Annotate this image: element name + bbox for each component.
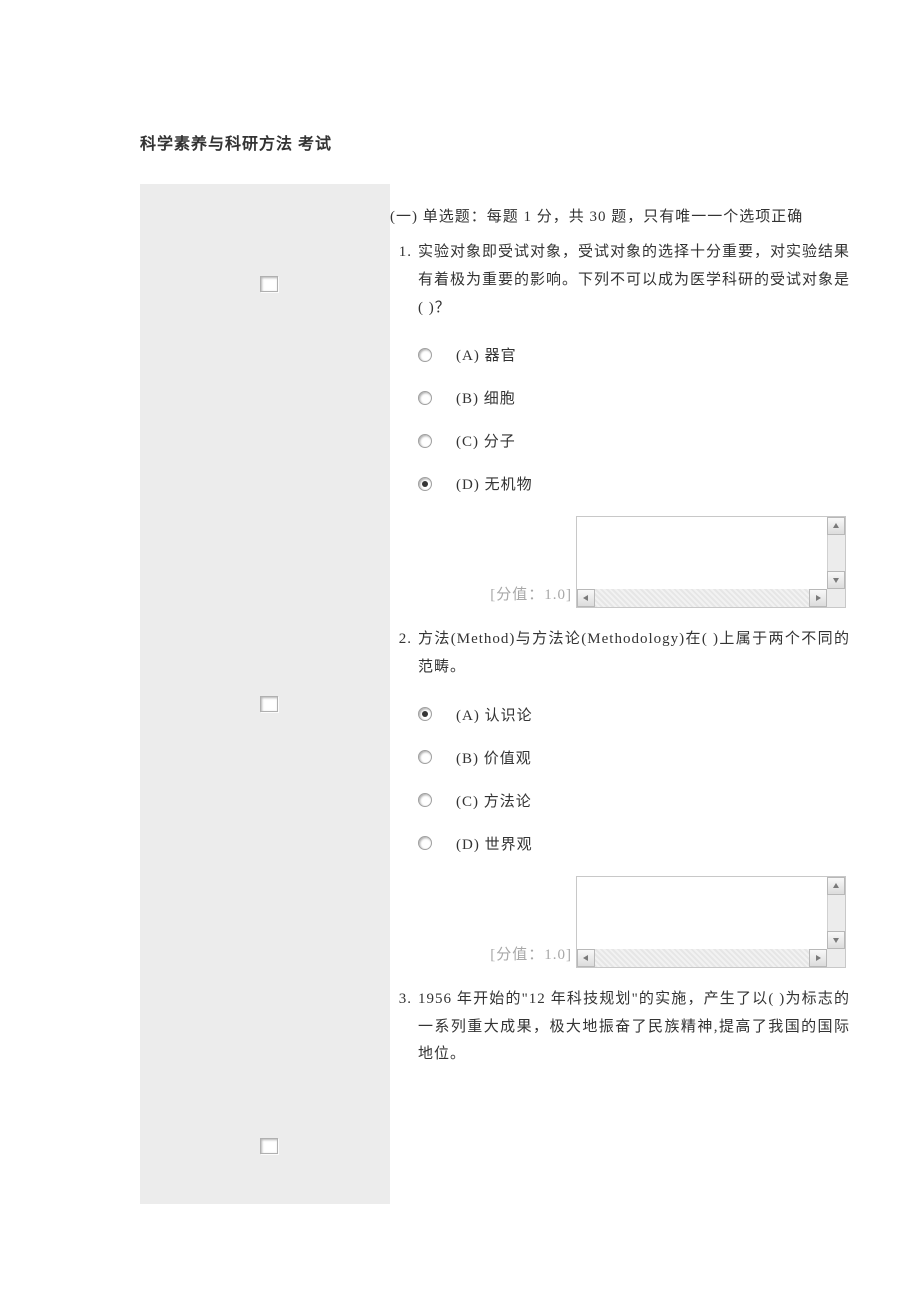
radio-button[interactable] [418, 707, 432, 721]
mark-checkbox[interactable] [260, 276, 278, 292]
scroll-right-button[interactable] [809, 589, 827, 607]
options-group: (A) 认识论 (B) 价值观 (C) 方法论 (D) 世界观 [418, 704, 850, 854]
radio-button[interactable] [418, 348, 432, 362]
scroll-up-button[interactable] [827, 877, 845, 895]
score-label: [分值：1.0] [490, 943, 572, 968]
radio-button[interactable] [418, 477, 432, 491]
radio-button[interactable] [418, 793, 432, 807]
score-area: [分值：1.0] [390, 876, 850, 968]
option-label: (D) 世界观 [456, 833, 533, 854]
option-row[interactable]: (D) 无机物 [418, 473, 850, 494]
scroll-up-button[interactable] [827, 517, 845, 535]
mark-checkbox[interactable] [260, 1138, 278, 1154]
option-row[interactable]: (A) 认识论 [418, 704, 850, 725]
scroll-right-button[interactable] [809, 949, 827, 967]
option-row[interactable]: (B) 价值观 [418, 747, 850, 768]
questions-list: 1.实验对象即受试对象，受试对象的选择十分重要，对实验结果有着极为重要的影响。下… [390, 239, 850, 1069]
question-block: 1.实验对象即受试对象，受试对象的选择十分重要，对实验结果有着极为重要的影响。下… [390, 239, 850, 608]
answer-textarea[interactable] [576, 876, 846, 968]
option-row[interactable]: (C) 分子 [418, 430, 850, 451]
question-text: 实验对象即受试对象，受试对象的选择十分重要，对实验结果有着极为重要的影响。下列不… [418, 239, 850, 322]
score-area: [分值：1.0] [390, 516, 850, 608]
question-row: 1.实验对象即受试对象，受试对象的选择十分重要，对实验结果有着极为重要的影响。下… [390, 239, 850, 322]
question-number: 2. [390, 626, 418, 654]
option-row[interactable]: (C) 方法论 [418, 790, 850, 811]
option-label: (A) 器官 [456, 344, 517, 365]
content-area: (一) 单选题：每题 1 分，共 30 题，只有唯一一个选项正确 1.实验对象即… [390, 184, 860, 1204]
scroll-left-button[interactable] [577, 949, 595, 967]
option-row[interactable]: (D) 世界观 [418, 833, 850, 854]
scroll-left-button[interactable] [577, 589, 595, 607]
question-text: 1956 年开始的"12 年科技规划"的实施，产生了以( )为标志的一系列重大成… [418, 986, 850, 1069]
options-group: (A) 器官 (B) 细胞 (C) 分子 (D) 无机物 [418, 344, 850, 494]
option-label: (C) 分子 [456, 430, 516, 451]
question-number: 3. [390, 986, 418, 1014]
scroll-corner [827, 589, 845, 607]
option-label: (C) 方法论 [456, 790, 532, 811]
answer-textarea[interactable] [576, 516, 846, 608]
option-label: (B) 细胞 [456, 387, 516, 408]
score-label: [分值：1.0] [490, 583, 572, 608]
radio-button[interactable] [418, 391, 432, 405]
option-label: (D) 无机物 [456, 473, 533, 494]
hscroll-track [577, 589, 845, 607]
option-row[interactable]: (B) 细胞 [418, 387, 850, 408]
sidebar [140, 184, 390, 1204]
option-label: (A) 认识论 [456, 704, 533, 725]
question-text: 方法(Method)与方法论(Methodology)在( )上属于两个不同的范… [418, 626, 850, 682]
radio-button[interactable] [418, 750, 432, 764]
question-block: 3.1956 年开始的"12 年科技规划"的实施，产生了以( )为标志的一系列重… [390, 986, 850, 1069]
page-title: 科学素养与科研方法 考试 [140, 130, 860, 154]
radio-button[interactable] [418, 434, 432, 448]
option-row[interactable]: (A) 器官 [418, 344, 850, 365]
question-number: 1. [390, 239, 418, 267]
exam-container: (一) 单选题：每题 1 分，共 30 题，只有唯一一个选项正确 1.实验对象即… [140, 184, 860, 1204]
section-header: (一) 单选题：每题 1 分，共 30 题，只有唯一一个选项正确 [390, 204, 850, 231]
question-row: 2.方法(Method)与方法论(Methodology)在( )上属于两个不同… [390, 626, 850, 682]
option-label: (B) 价值观 [456, 747, 532, 768]
scroll-down-button[interactable] [827, 931, 845, 949]
hscroll-track [577, 949, 845, 967]
question-block: 2.方法(Method)与方法论(Methodology)在( )上属于两个不同… [390, 626, 850, 968]
scroll-down-button[interactable] [827, 571, 845, 589]
page: 科学素养与科研方法 考试 (一) 单选题：每题 1 分，共 30 题，只有唯一一… [0, 0, 920, 1264]
question-row: 3.1956 年开始的"12 年科技规划"的实施，产生了以( )为标志的一系列重… [390, 986, 850, 1069]
scroll-corner [827, 949, 845, 967]
radio-button[interactable] [418, 836, 432, 850]
mark-checkbox[interactable] [260, 696, 278, 712]
